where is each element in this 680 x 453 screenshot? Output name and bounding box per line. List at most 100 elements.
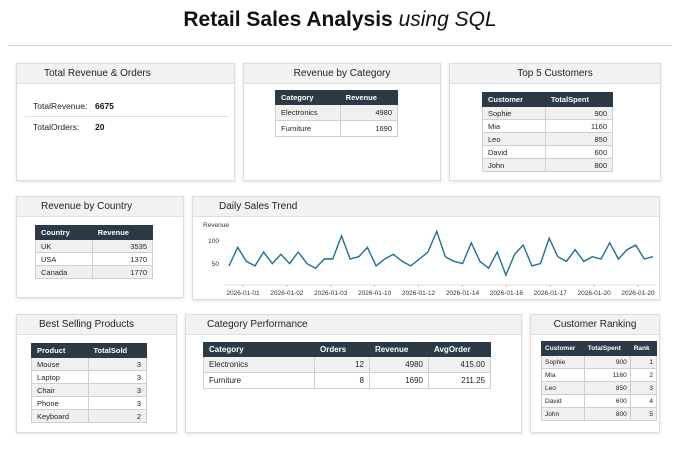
- cell-total-sold: 3: [87, 370, 148, 384]
- table-row: Leo 850: [482, 132, 614, 146]
- cell-country: USA: [35, 252, 93, 266]
- x-tick-label: 2026-01-01: [226, 290, 260, 297]
- cell-rank: 1: [629, 355, 658, 369]
- cell-total-sold: 3: [87, 396, 148, 410]
- x-tick-label: 2026-01-03: [314, 290, 348, 297]
- column-header: Customer: [482, 92, 546, 107]
- cell-rank: 4: [629, 394, 658, 408]
- cell-rank: 5: [629, 407, 658, 421]
- top-5-customers-title: Top 5 Customers: [450, 64, 660, 84]
- cell-revenue: 1370: [91, 252, 154, 266]
- cell-total-sold: 3: [87, 383, 148, 397]
- column-header: Revenue: [339, 90, 399, 105]
- total-revenue-orders-title: Total Revenue & Orders: [17, 64, 234, 84]
- cell-revenue: 1690: [369, 372, 429, 389]
- y-tick-label: 100: [208, 238, 219, 245]
- cell-rank: 2: [629, 368, 658, 382]
- customer-ranking-title: Customer Ranking: [531, 315, 659, 335]
- table-row: John 800 5: [541, 407, 658, 421]
- total-revenue-label: TotalRevenue:: [33, 101, 88, 111]
- cell-product: Laptop: [31, 370, 89, 384]
- y-axis-label: Revenue: [203, 222, 229, 229]
- x-tick-label: 2026-01-20: [577, 290, 611, 297]
- total-orders-label: TotalOrders:: [33, 122, 80, 132]
- best-selling-products-title: Best Selling Products: [17, 315, 176, 335]
- revenue-by-country-card: Revenue by Country Country Revenue UK 353…: [16, 196, 184, 298]
- series-line: [228, 229, 654, 277]
- table-row: USA 1370: [35, 252, 154, 266]
- cell-revenue: 1690: [339, 120, 399, 137]
- table-header-row: Category Orders Revenue AvgOrder: [203, 342, 491, 357]
- cell-total-spent: 1160: [544, 119, 614, 133]
- column-header: TotalSold: [87, 343, 148, 358]
- table-row: David 600: [482, 145, 614, 159]
- table-header-row: Country Revenue: [35, 225, 154, 240]
- cell-customer: David: [482, 145, 546, 159]
- page-title-main: Retail Sales Analysis: [183, 8, 393, 31]
- customer-ranking-table: Customer TotalSpent Rank Sophie 900 1 Mia 1…: [541, 341, 658, 421]
- column-header: Country: [35, 225, 93, 240]
- column-header: Category: [203, 342, 315, 357]
- cell-total-sold: 2: [87, 409, 148, 423]
- table-header-row: Customer TotalSpent Rank: [541, 341, 658, 356]
- table-header-row: Customer TotalSpent: [482, 92, 614, 107]
- daily-sales-trend-card: Daily Sales Trend Revenue 50 100 2026-01-…: [192, 196, 660, 300]
- total-revenue-value: 6675: [95, 101, 114, 111]
- cell-total-spent: 800: [544, 158, 614, 172]
- table-row: Electronics 4980: [275, 104, 399, 121]
- cell-product: Keyboard: [31, 409, 89, 423]
- cell-total-sold: 3: [87, 357, 148, 371]
- column-header: Product: [31, 343, 89, 358]
- cell-customer: John: [541, 407, 585, 421]
- total-orders-row: TotalOrders: 20: [33, 122, 104, 132]
- table-row: Laptop 3: [31, 370, 148, 384]
- cell-product: Mouse: [31, 357, 89, 371]
- customer-ranking-card: Customer Ranking Customer TotalSpent Ran…: [530, 314, 660, 433]
- cell-customer: Leo: [541, 381, 585, 395]
- table-row: Phone 3: [31, 396, 148, 410]
- cell-total-spent: 1160: [583, 368, 631, 382]
- cell-total-spent: 600: [583, 394, 631, 408]
- total-revenue-orders-card: Total Revenue & Orders TotalRevenue: 667…: [16, 63, 235, 181]
- table-row: Furniture 8 1690 211.25: [203, 372, 491, 389]
- cell-total-spent: 800: [583, 407, 631, 421]
- cell-orders: 12: [314, 356, 370, 373]
- cell-orders: 8: [314, 372, 370, 389]
- cell-rank: 3: [629, 381, 658, 395]
- table-header-row: Category Revenue: [275, 90, 399, 105]
- x-tick-label: 2026-01-10: [358, 290, 392, 297]
- y-tick-label: 50: [212, 261, 220, 268]
- cell-total-spent: 850: [544, 132, 614, 146]
- table-row: John 800: [482, 158, 614, 172]
- revenue-by-category-card: Revenue by Category Category Revenue Ele…: [243, 63, 441, 181]
- cell-product: Chair: [31, 383, 89, 397]
- best-selling-products-table: Product TotalSold Mouse 3 Laptop 3 Chair 3 …: [31, 343, 148, 423]
- x-tick-label: 2026-01-16: [490, 290, 524, 297]
- title-divider: [8, 45, 672, 46]
- x-tick-label: 2026-01-20: [621, 290, 655, 297]
- column-header: Revenue: [369, 342, 429, 357]
- cell-product: Phone: [31, 396, 89, 410]
- cell-total-spent: 600: [544, 145, 614, 159]
- category-performance-title: Category Performance: [186, 315, 521, 335]
- column-header: Rank: [629, 341, 658, 356]
- cell-category: Furniture: [275, 120, 341, 137]
- table-row: Sophie 900: [482, 106, 614, 120]
- cell-revenue: 4980: [339, 104, 399, 121]
- top-5-customers-table: Customer TotalSpent Sophie 900 Mia 1160 Le…: [482, 92, 614, 172]
- table-row: Chair 3: [31, 383, 148, 397]
- total-revenue-row: TotalRevenue: 6675: [33, 101, 114, 111]
- table-row: Canada 1770: [35, 265, 154, 279]
- cell-total-spent: 850: [583, 381, 631, 395]
- table-row: UK 3535: [35, 239, 154, 253]
- cell-category: Electronics: [203, 356, 315, 373]
- column-header: TotalSpent: [583, 341, 631, 356]
- table-row: Leo 850 3: [541, 381, 658, 395]
- cell-total-spent: 900: [544, 106, 614, 120]
- table-header-row: Product TotalSold: [31, 343, 148, 358]
- top-5-customers-card: Top 5 Customers Customer TotalSpent Soph…: [449, 63, 661, 181]
- cell-avg-order: 211.25: [428, 372, 491, 389]
- table-row: David 600 4: [541, 394, 658, 408]
- table-row: Mia 1160 2: [541, 368, 658, 382]
